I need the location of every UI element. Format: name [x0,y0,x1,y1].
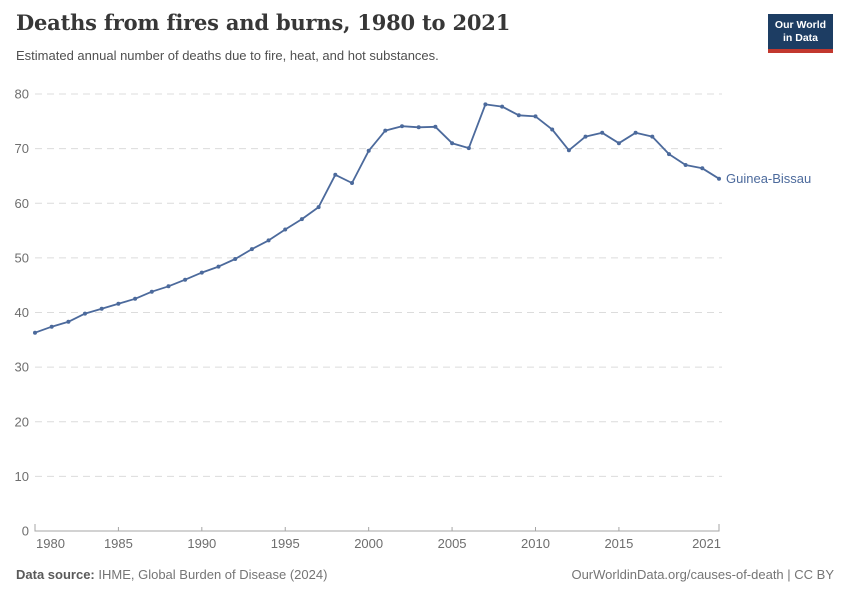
data-point[interactable] [183,277,188,282]
series-label[interactable]: Guinea-Bissau [726,171,811,186]
data-point[interactable] [516,113,521,118]
data-point[interactable] [616,141,621,146]
data-point[interactable] [450,141,455,146]
y-tick-label: 20 [15,414,29,429]
data-point[interactable] [383,128,388,133]
data-point[interactable] [33,330,37,335]
x-tick-label: 2021 [692,536,721,551]
data-point[interactable] [566,148,571,153]
chart-subtitle: Estimated annual number of deaths due to… [16,48,439,63]
data-source: Data source: IHME, Global Burden of Dise… [16,567,327,582]
data-point[interactable] [233,257,238,261]
data-point[interactable] [633,130,638,135]
data-point[interactable] [700,166,705,171]
data-point[interactable] [683,163,688,167]
y-tick-label: 30 [15,360,29,375]
data-point[interactable] [249,247,254,252]
data-point[interactable] [483,102,488,107]
data-point[interactable] [166,284,171,289]
x-tick-label: 1995 [271,536,300,551]
page-title: Deaths from fires and burns, 1980 to 202… [16,10,511,35]
x-axis [34,524,720,532]
x-tick-label: 2005 [438,536,467,551]
data-point[interactable] [350,181,354,185]
data-point[interactable] [133,296,138,301]
y-tick-label: 10 [15,469,29,484]
data-point[interactable] [433,124,438,129]
y-tick-label: 0 [22,524,29,539]
y-tick-label: 60 [15,196,29,211]
data-point[interactable] [667,152,671,157]
x-tick-label: 2000 [354,536,383,551]
data-point[interactable] [283,227,288,232]
x-tick-label: 2015 [604,536,633,551]
data-point[interactable] [299,217,304,222]
data-point[interactable] [500,104,505,109]
y-tick-label: 40 [15,305,29,320]
data-point[interactable] [583,134,588,139]
owid-logo-line2: in Data [782,32,818,45]
data-source-text: IHME, Global Burden of Disease (2024) [94,567,328,582]
data-point[interactable] [533,114,538,119]
data-point[interactable] [316,205,321,210]
data-point[interactable] [416,125,421,130]
credit-link[interactable]: OurWorldinData.org/causes-of-death | CC … [571,567,834,582]
x-tick-label: 1985 [104,536,133,551]
data-point[interactable] [116,301,121,306]
data-point[interactable] [216,264,221,269]
data-point[interactable] [83,311,87,316]
data-line[interactable] [34,103,720,334]
y-tick-label: 80 [15,87,29,102]
x-tick-label: 1980 [36,536,65,551]
data-point[interactable] [149,289,154,294]
owid-logo-line1: Our World [774,19,827,31]
owid-logo[interactable]: Our World in Data [768,14,833,54]
x-tick-label: 1990 [187,536,216,551]
data-point[interactable] [333,172,338,177]
y-tick-label: 50 [15,250,29,265]
data-point[interactable] [66,319,71,324]
y-tick-label: 70 [15,141,29,156]
data-point[interactable] [400,124,404,129]
data-point[interactable] [650,134,655,139]
data-point[interactable] [366,148,371,153]
data-point[interactable] [199,270,204,275]
chart-footer: Data source: IHME, Global Burden of Dise… [16,567,834,582]
data-point[interactable] [550,127,555,132]
x-tick-label: 2010 [521,536,550,551]
data-point[interactable] [49,324,54,329]
data-source-label: Data source: [16,567,95,582]
data-point[interactable] [266,238,271,243]
data-point[interactable] [717,176,721,181]
data-point[interactable] [99,306,104,311]
data-point[interactable] [600,130,605,135]
data-point[interactable] [466,146,471,151]
